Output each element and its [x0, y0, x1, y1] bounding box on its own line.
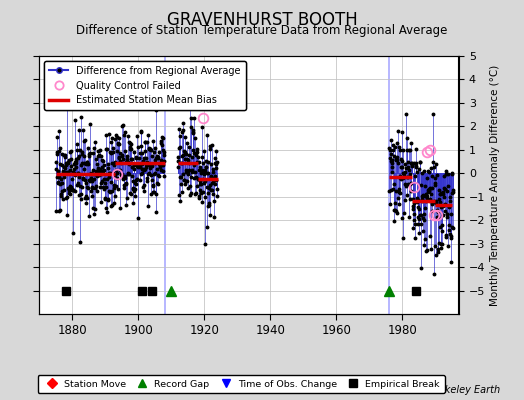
Text: Berkeley Earth: Berkeley Earth [428, 385, 500, 395]
Legend: Difference from Regional Average, Quality Control Failed, Estimated Station Mean: Difference from Regional Average, Qualit… [44, 61, 246, 110]
Text: GRAVENHURST BOOTH: GRAVENHURST BOOTH [167, 11, 357, 29]
Text: Difference of Station Temperature Data from Regional Average: Difference of Station Temperature Data f… [77, 24, 447, 37]
Y-axis label: Monthly Temperature Anomaly Difference (°C): Monthly Temperature Anomaly Difference (… [489, 64, 499, 306]
Legend: Station Move, Record Gap, Time of Obs. Change, Empirical Break: Station Move, Record Gap, Time of Obs. C… [38, 375, 444, 393]
